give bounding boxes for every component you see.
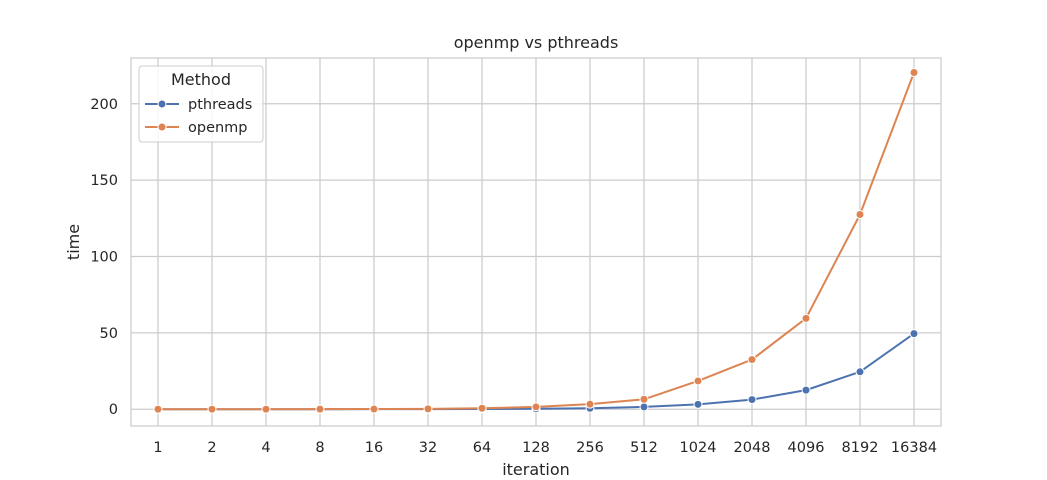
data-point (855, 210, 865, 220)
series-layer (153, 68, 919, 414)
legend-swatch-marker (157, 99, 167, 109)
legend-item-openmp: openmp (145, 120, 248, 136)
legend-box (138, 65, 264, 143)
x-tick-label: 4 (261, 440, 270, 456)
data-point (801, 385, 811, 395)
x-tick-label: 2048 (734, 440, 771, 456)
legend-items: pthreads openmp (145, 97, 252, 136)
data-point (747, 395, 757, 405)
data-point (585, 399, 595, 409)
legend-label: openmp (188, 120, 248, 136)
x-tick-label: 2 (207, 440, 216, 456)
x-tick-label: 16384 (891, 440, 937, 456)
data-point (639, 394, 649, 404)
data-point (531, 402, 541, 412)
legend-label: pthreads (188, 97, 252, 113)
legend-title: Method (171, 70, 231, 89)
y-tick-label: 50 (100, 326, 118, 342)
x-tick-label: 64 (473, 440, 491, 456)
data-point (909, 329, 919, 339)
x-tick-label: 4096 (788, 440, 825, 456)
legend-item-pthreads: pthreads (145, 97, 252, 113)
data-point (909, 68, 919, 78)
x-axis-ticks: 1 2 4 8 16 32 64 128 256 512 1024 2048 4096 8192 16384 (153, 440, 937, 456)
x-tick-label: 1024 (680, 440, 717, 456)
grid (131, 58, 941, 426)
legend: Method pthreads openmp (138, 65, 264, 143)
plot-frame (130, 57, 942, 427)
x-tick-label: 32 (419, 440, 437, 456)
data-point (207, 404, 217, 414)
chart-title: openmp vs pthreads (454, 33, 619, 52)
series-openmp (153, 68, 919, 414)
x-tick-label: 8192 (842, 440, 879, 456)
x-tick-label: 1 (153, 440, 162, 456)
x-axis-title: iteration (502, 460, 570, 479)
y-tick-label: 200 (90, 97, 118, 113)
x-tick-label: 8 (315, 440, 324, 456)
y-tick-label: 0 (109, 402, 118, 418)
data-point (261, 404, 271, 414)
x-tick-label: 512 (630, 440, 658, 456)
data-point (855, 367, 865, 377)
y-axis-ticks: 0 50 100 150 200 (90, 97, 118, 418)
legend-swatch-marker (157, 122, 167, 132)
y-tick-label: 150 (90, 173, 118, 189)
data-point (153, 404, 163, 414)
x-tick-label: 256 (576, 440, 604, 456)
data-point (747, 355, 757, 365)
data-point (315, 404, 325, 414)
data-point (693, 399, 703, 409)
data-point (639, 402, 649, 412)
data-point (693, 376, 703, 386)
data-point (801, 313, 811, 323)
data-point (477, 403, 487, 413)
x-tick-label: 16 (365, 440, 383, 456)
data-point (423, 404, 433, 414)
y-axis-title: time (64, 224, 83, 260)
y-tick-label: 100 (90, 250, 118, 266)
x-tick-label: 128 (522, 440, 550, 456)
data-point (369, 404, 379, 414)
